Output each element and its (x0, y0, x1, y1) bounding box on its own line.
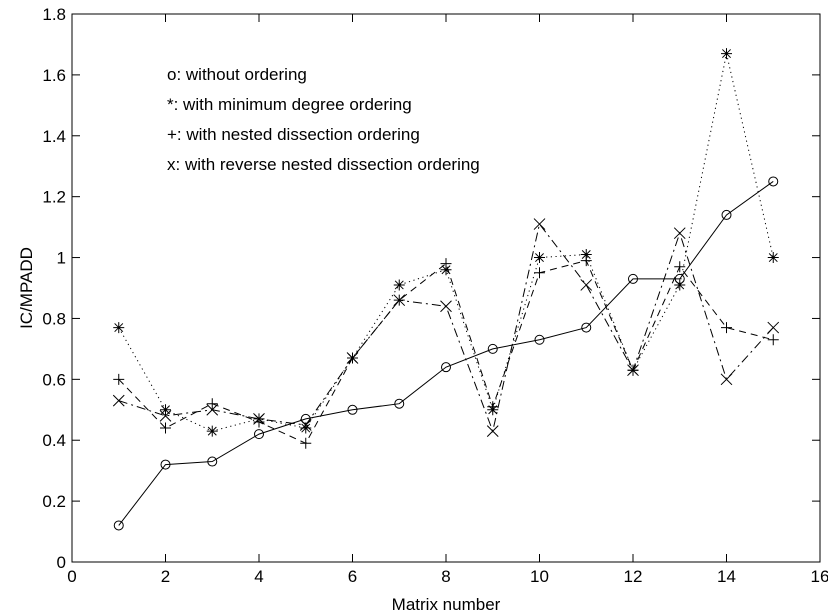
circle-marker (581, 322, 592, 333)
circle-marker (441, 362, 451, 373)
circle-marker (207, 456, 218, 467)
y-tick-label: 1.8 (42, 5, 66, 24)
circle-marker (347, 404, 358, 415)
plus-marker (674, 261, 686, 273)
star-marker (767, 252, 779, 264)
x-tick-label: 6 (348, 567, 357, 586)
plus-marker (440, 258, 452, 270)
y-tick-label: 0.8 (42, 309, 66, 328)
plus-marker (721, 322, 732, 334)
legend-entry-4: x: with reverse nested dissection orderi… (167, 155, 480, 174)
x-tick-label: 4 (254, 567, 263, 586)
x-marker (159, 410, 172, 422)
star-marker (721, 48, 732, 60)
x-tick-label: 2 (161, 567, 170, 586)
markers-group (112, 48, 780, 531)
y-tick-label: 0.4 (42, 431, 66, 450)
y-axis-label: IC/MPADD (17, 247, 36, 329)
series-line-3 (118, 260, 774, 444)
x-marker (346, 352, 359, 364)
y-tick-label: 0.6 (42, 370, 66, 389)
plus-marker (160, 422, 171, 434)
circle-marker (534, 334, 545, 345)
plus-marker (113, 373, 125, 385)
y-tick-label: 0.2 (42, 492, 66, 511)
x-marker (486, 425, 499, 437)
plus-marker (767, 334, 779, 346)
x-tick-label: 0 (67, 567, 76, 586)
star-marker (393, 279, 405, 291)
y-tick-label: 0 (57, 553, 66, 572)
x-marker (299, 419, 312, 431)
circle-marker (487, 343, 498, 354)
circle-marker (254, 429, 264, 440)
x-tick-label: 16 (811, 567, 828, 586)
star-marker (534, 252, 545, 264)
legend-entry-3: +: with nested dissection ordering (167, 125, 420, 144)
axis-ticks (71, 13, 821, 563)
y-tick-label: 1.4 (42, 127, 66, 146)
circle-marker (113, 520, 124, 531)
x-marker (440, 300, 452, 313)
y-tick-label: 1 (57, 249, 66, 268)
legend-entry-1: o: without ordering (167, 65, 307, 84)
x-marker (533, 218, 546, 230)
x-marker (393, 294, 406, 307)
circle-marker (394, 398, 405, 409)
x-tick-label: 8 (441, 567, 450, 586)
x-marker (720, 373, 733, 386)
y-tick-label: 1.6 (42, 66, 66, 85)
x-marker (767, 321, 780, 334)
star-marker (300, 422, 312, 434)
star-marker (160, 404, 171, 416)
plus-marker (534, 267, 545, 279)
plot-frame (71, 13, 821, 563)
plus-marker (487, 401, 499, 413)
x-marker (112, 394, 125, 407)
tick-labels: 0 2 4 6 8 10 12 14 16 0 0.2 0.4 0.6 0.8 1 1.2 1.4 1.6 1.8 (42, 5, 828, 586)
x-tick-label: 12 (624, 567, 643, 586)
plus-marker (206, 398, 218, 410)
x-marker (206, 403, 219, 416)
x-tick-label: 10 (530, 567, 549, 586)
circle-marker (721, 209, 732, 220)
star-marker (580, 249, 592, 261)
x-marker (253, 413, 265, 425)
plus-marker (300, 437, 312, 449)
x-tick-label: 14 (717, 567, 736, 586)
star-marker (674, 279, 686, 291)
legend-entry-2: *: with minimum degree ordering (167, 95, 412, 114)
y-tick-label: 1.2 (42, 188, 66, 207)
circle-marker (628, 273, 638, 284)
x-marker (627, 364, 639, 377)
legend: o: without ordering *: with minimum degre… (167, 65, 480, 174)
x-marker (580, 279, 593, 291)
star-marker (440, 264, 452, 276)
x-marker (673, 227, 686, 240)
circle-marker (768, 176, 779, 187)
x-axis-label: Matrix number (392, 595, 501, 614)
circle-marker (160, 459, 171, 470)
plus-marker (580, 255, 592, 267)
star-marker (113, 322, 125, 334)
star-marker (206, 425, 218, 437)
